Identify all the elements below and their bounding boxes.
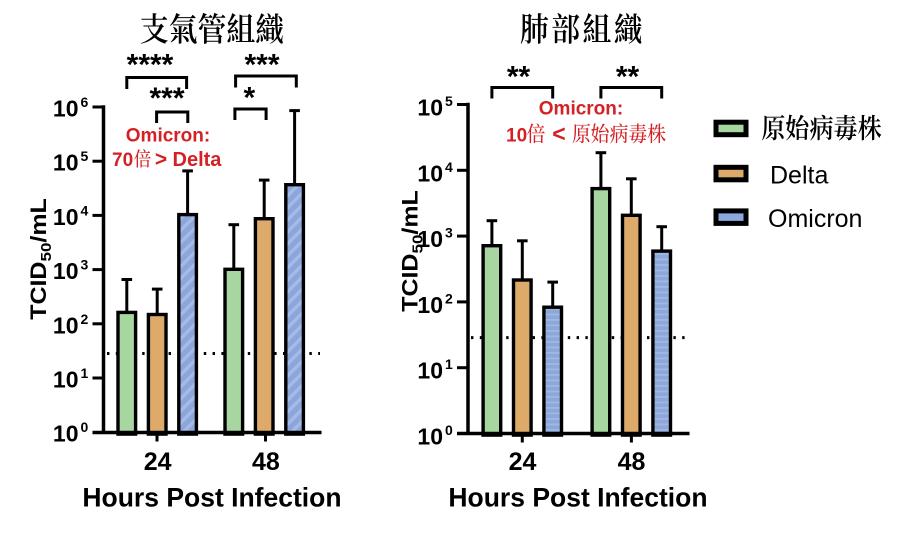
svg-text:****: **** bbox=[127, 49, 174, 82]
svg-text:Omicron: Omicron bbox=[768, 205, 862, 233]
svg-text:>: > bbox=[155, 148, 167, 171]
svg-text:48: 48 bbox=[618, 448, 646, 476]
svg-text:0: 0 bbox=[81, 419, 89, 435]
svg-text:10: 10 bbox=[53, 421, 79, 447]
svg-text:2: 2 bbox=[445, 290, 453, 306]
svg-text:0: 0 bbox=[445, 422, 453, 438]
svg-text:10: 10 bbox=[417, 358, 443, 384]
svg-text:Omicron:: Omicron: bbox=[126, 126, 210, 147]
svg-text:10: 10 bbox=[53, 150, 79, 176]
svg-text:10: 10 bbox=[417, 160, 443, 186]
svg-text:10: 10 bbox=[53, 312, 79, 338]
svg-text:Hours Post Infection: Hours Post Infection bbox=[82, 483, 341, 513]
svg-text:***: *** bbox=[244, 49, 279, 82]
svg-text:10: 10 bbox=[53, 258, 79, 284]
svg-text:<: < bbox=[552, 121, 565, 147]
svg-text:10: 10 bbox=[417, 226, 443, 252]
svg-text:5: 5 bbox=[81, 148, 89, 164]
svg-text:24: 24 bbox=[144, 448, 172, 476]
svg-text:10: 10 bbox=[53, 204, 79, 230]
svg-text:1: 1 bbox=[445, 356, 453, 372]
svg-text:**: ** bbox=[507, 61, 531, 94]
svg-text:70: 70 bbox=[112, 150, 133, 171]
svg-text:10: 10 bbox=[506, 126, 527, 147]
svg-text:4: 4 bbox=[81, 202, 89, 218]
svg-text:10: 10 bbox=[417, 292, 443, 318]
svg-text:10: 10 bbox=[417, 424, 443, 450]
svg-text:10: 10 bbox=[417, 95, 443, 121]
svg-text:***: *** bbox=[149, 82, 184, 115]
svg-text:5: 5 bbox=[445, 93, 453, 109]
svg-text:24: 24 bbox=[509, 448, 537, 476]
svg-text:4: 4 bbox=[445, 159, 453, 175]
svg-text:10: 10 bbox=[53, 367, 79, 393]
svg-text:Delta: Delta bbox=[770, 162, 828, 190]
svg-text:2: 2 bbox=[81, 311, 89, 327]
svg-text:*: * bbox=[244, 82, 256, 115]
svg-text:1: 1 bbox=[81, 365, 89, 381]
svg-text:10: 10 bbox=[53, 96, 79, 122]
svg-text:**: ** bbox=[616, 61, 640, 94]
svg-text:6: 6 bbox=[81, 94, 89, 110]
svg-text:TCID50/mL: TCID50/mL bbox=[398, 190, 426, 312]
svg-text:Delta: Delta bbox=[173, 149, 223, 171]
svg-text:Hours Post Infection: Hours Post Infection bbox=[448, 483, 707, 513]
svg-text:3: 3 bbox=[81, 257, 89, 273]
svg-text:48: 48 bbox=[252, 448, 280, 476]
svg-text:3: 3 bbox=[445, 225, 453, 241]
svg-text:Omicron:: Omicron: bbox=[539, 99, 623, 120]
